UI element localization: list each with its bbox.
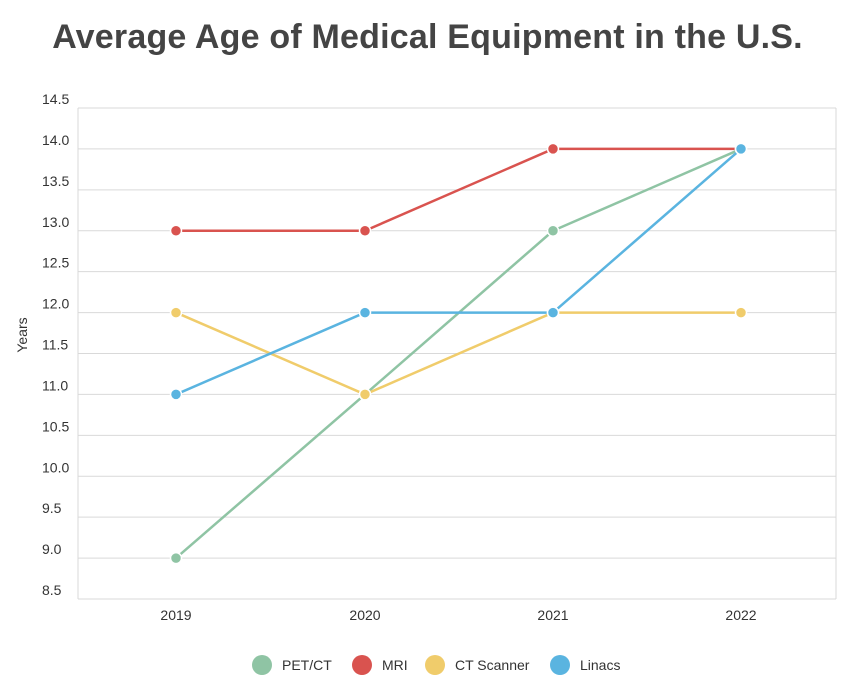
legend-item: PET/CT	[252, 655, 332, 675]
data-point	[546, 142, 560, 156]
data-point	[546, 306, 560, 319]
data-point	[546, 224, 560, 237]
y-tick-label: 10.0	[42, 459, 69, 475]
legend-swatch	[550, 655, 570, 675]
y-tick-label: 14.0	[42, 132, 69, 148]
series-line-linacs	[175, 147, 742, 396]
y-tick-label: 10.5	[42, 418, 69, 434]
y-tick-label: 12.0	[42, 296, 69, 312]
y-tick-label: 12.5	[42, 255, 69, 271]
data-point	[734, 306, 748, 319]
legend-swatch	[252, 655, 272, 675]
legend-label: MRI	[382, 657, 408, 673]
data-point	[734, 142, 748, 156]
legend-label: CT Scanner	[455, 657, 530, 673]
x-tick-label: 2022	[725, 607, 756, 623]
legend-label: PET/CT	[282, 657, 332, 673]
legend-swatch	[352, 655, 372, 675]
series-line-mri	[176, 147, 741, 232]
data-point	[169, 306, 183, 319]
y-tick-label: 9.0	[42, 541, 62, 557]
legend-item: MRI	[352, 655, 408, 675]
data-point	[169, 388, 183, 401]
y-tick-label: 9.5	[42, 500, 62, 516]
x-tick-label: 2019	[160, 607, 191, 623]
data-point	[358, 224, 372, 237]
x-tick-label: 2021	[537, 607, 568, 623]
legend-swatch	[425, 655, 445, 675]
data-point	[358, 306, 372, 319]
data-point	[169, 224, 183, 237]
data-point	[169, 551, 183, 565]
legend-label: Linacs	[580, 657, 620, 673]
y-tick-label: 13.5	[42, 173, 69, 189]
y-tick-label: 13.0	[42, 214, 69, 230]
y-tick-label: 11.0	[42, 377, 68, 393]
y-tick-label: 11.5	[42, 337, 68, 353]
data-point	[358, 388, 372, 401]
y-tick-label: 14.5	[42, 91, 69, 107]
y-axis-title: Years	[14, 317, 30, 352]
x-tick-label: 2020	[349, 607, 380, 623]
legend-item: CT Scanner	[425, 655, 530, 675]
legend-item: Linacs	[550, 655, 620, 675]
y-tick-label: 8.5	[42, 582, 62, 598]
chart-title: Average Age of Medical Equipment in the …	[52, 18, 803, 56]
